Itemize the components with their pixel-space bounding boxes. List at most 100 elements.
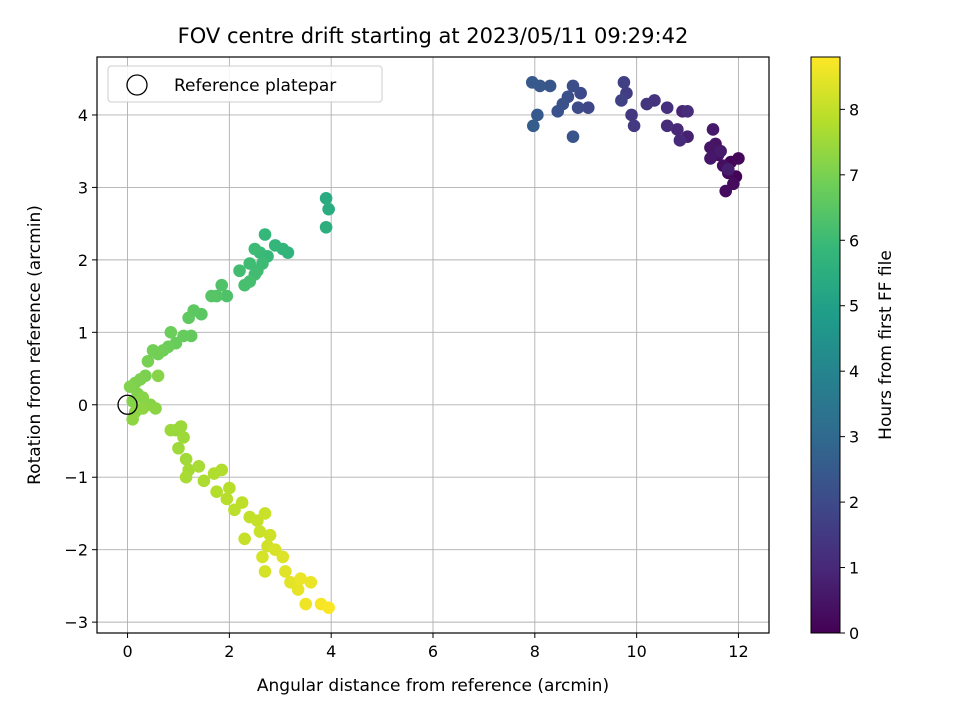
- data-point: [571, 101, 585, 115]
- data-point: [719, 184, 733, 198]
- y-tick-label: −2: [64, 541, 88, 560]
- data-point: [681, 105, 694, 118]
- data-point: [182, 311, 195, 325]
- colorbar-tick-label: 1: [849, 559, 859, 578]
- colorbar-tick-label: 5: [849, 297, 859, 316]
- x-tick-label: 12: [728, 642, 748, 661]
- data-point: [256, 550, 269, 564]
- data-point: [543, 79, 557, 93]
- data-point: [526, 119, 540, 133]
- colorbar-tick-label: 8: [849, 100, 859, 119]
- data-point: [263, 528, 277, 542]
- y-axis-ticks: −3 −2 −1 0 1 2 3 4: [64, 106, 97, 632]
- y-tick-label: 3: [78, 178, 88, 197]
- y-tick-label: 1: [78, 323, 88, 342]
- colorbar-tick-label: 3: [849, 428, 859, 447]
- colorbar-ticks: 0 1 2 3 4 5 6 7 8: [840, 100, 859, 643]
- data-point: [299, 597, 313, 611]
- data-point: [673, 134, 687, 147]
- data-point: [671, 123, 684, 136]
- y-axis-label: Rotation from reference (arcmin): [25, 205, 45, 485]
- colorbar-tick-label: 0: [849, 624, 859, 643]
- grid-lines: [97, 57, 769, 633]
- data-point: [704, 141, 717, 154]
- data-point: [732, 152, 745, 165]
- data-point: [177, 431, 190, 444]
- data-point: [291, 583, 305, 596]
- data-point: [233, 264, 246, 278]
- data-point: [205, 289, 218, 303]
- data-point: [706, 123, 720, 136]
- data-point: [581, 101, 595, 115]
- data-point: [304, 575, 318, 589]
- data-point: [279, 565, 292, 578]
- data-point: [525, 76, 539, 89]
- data-point: [660, 101, 674, 115]
- x-tick-label: 10: [626, 642, 646, 661]
- data-point: [197, 474, 211, 488]
- data-point: [531, 108, 544, 122]
- data-point: [268, 239, 282, 252]
- x-tick-label: 6: [428, 642, 438, 661]
- data-point: [660, 119, 674, 133]
- data-point: [640, 97, 654, 111]
- data-point: [141, 355, 155, 368]
- data-point: [235, 496, 249, 509]
- data-point: [319, 220, 333, 234]
- data-point: [238, 532, 251, 546]
- colorbar-tick-label: 2: [849, 493, 859, 512]
- data-point: [126, 394, 139, 408]
- colorbar-tick-label: 7: [849, 166, 859, 185]
- data-point: [566, 130, 580, 143]
- data-point: [319, 191, 333, 205]
- reference-marker-group: [117, 394, 138, 415]
- data-point: [164, 326, 178, 339]
- data-point: [714, 144, 727, 158]
- data-point: [215, 463, 229, 477]
- data-point: [253, 525, 267, 538]
- data-point: [174, 420, 188, 433]
- data-point: [220, 492, 234, 506]
- x-tick-label: 4: [326, 642, 336, 661]
- data-point: [164, 423, 178, 437]
- data-point: [322, 202, 335, 216]
- chart-title: FOV centre drift starting at 2023/05/11 …: [178, 24, 689, 48]
- data-point: [210, 485, 223, 499]
- data-point: [615, 94, 628, 107]
- data-point: [151, 369, 165, 383]
- data-point: [276, 550, 290, 564]
- colorbar-tick-label: 6: [849, 231, 859, 250]
- scatter-points: [123, 76, 745, 614]
- data-point: [179, 470, 193, 484]
- data-point: [238, 278, 251, 292]
- data-point: [551, 105, 565, 118]
- legend-box: [107, 65, 383, 103]
- x-tick-label: 0: [122, 642, 132, 661]
- y-tick-label: 0: [78, 396, 88, 415]
- colorbar: [810, 56, 841, 634]
- data-point: [243, 257, 257, 270]
- legend-entry-label: Reference platepar: [174, 76, 336, 96]
- y-tick-label: −3: [64, 613, 88, 632]
- data-point: [566, 79, 580, 93]
- data-point: [617, 76, 631, 89]
- legend: Reference platepar: [107, 65, 383, 103]
- reference-platepar-marker: [117, 394, 138, 415]
- data-point: [627, 119, 641, 133]
- data-point: [625, 108, 638, 122]
- legend-open-circle-icon: [126, 74, 148, 96]
- data-point: [223, 481, 236, 495]
- data-point: [215, 278, 229, 292]
- x-axis-label: Angular distance from reference (arcmin): [257, 676, 609, 696]
- data-point: [704, 152, 717, 165]
- data-point: [258, 565, 272, 578]
- y-tick-label: 4: [78, 106, 88, 125]
- data-point: [258, 507, 272, 520]
- data-point: [294, 572, 307, 585]
- colorbar-tick-label: 4: [849, 362, 859, 381]
- data-point: [136, 402, 150, 415]
- data-point: [192, 460, 206, 473]
- data-point: [248, 242, 262, 256]
- data-point: [220, 289, 234, 303]
